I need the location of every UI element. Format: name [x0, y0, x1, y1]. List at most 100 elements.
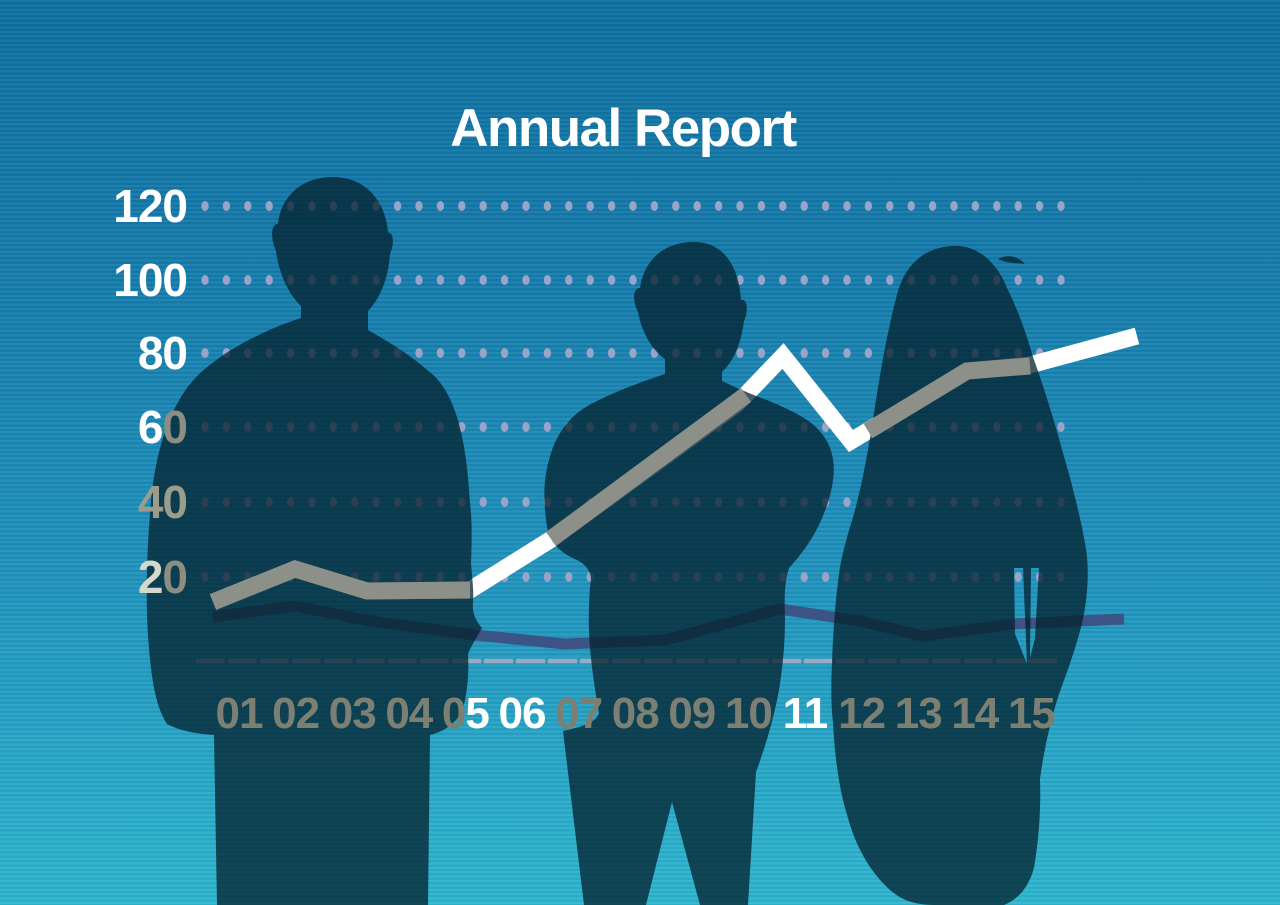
gridline-dot	[864, 348, 873, 358]
gridline-dot	[436, 348, 445, 358]
gridline-dot	[522, 201, 530, 211]
gridline-dot	[607, 275, 616, 285]
gridline-dot	[757, 275, 766, 285]
y-axis-label: 120	[113, 180, 187, 232]
gridline-dot	[522, 422, 530, 432]
gridline-dot	[479, 348, 487, 358]
gridline-dot	[800, 201, 808, 211]
gridline-dot	[415, 275, 423, 285]
gridline-dot	[436, 201, 445, 211]
gridline-dot	[757, 201, 766, 211]
x-axis-label: 10	[725, 689, 772, 738]
gridline-dot	[607, 201, 616, 211]
gridline-dot	[672, 201, 680, 211]
gridline-dot	[500, 497, 509, 507]
gridline-dot	[500, 422, 509, 432]
y-axis-label: 80	[138, 327, 187, 379]
gridline-dot	[500, 275, 509, 285]
silhouette-woman-right	[831, 246, 1088, 905]
series-white-line-covered-segment	[209, 559, 471, 610]
gridline-dot	[821, 572, 830, 582]
gridline-dot	[950, 201, 958, 211]
gridline-dot	[821, 201, 830, 211]
gridline-dot	[1014, 275, 1022, 285]
x-axis-label: 06	[499, 689, 546, 738]
gridline-dot	[843, 275, 851, 285]
gridline-dot	[201, 348, 209, 358]
gridline-dot	[244, 275, 252, 285]
gridline-dot	[864, 275, 873, 285]
gridline-dot	[393, 201, 402, 211]
x-axis-label: 12	[838, 689, 885, 738]
gridline-dot	[886, 201, 894, 211]
gridline-dot	[479, 422, 487, 432]
x-axis-label: 05	[442, 689, 489, 738]
gridline-dot	[393, 275, 402, 285]
gridline-dot	[714, 201, 723, 211]
gridline-dot	[993, 201, 1001, 211]
gridline-dot	[458, 348, 466, 358]
people-silhouettes	[146, 177, 1088, 905]
gridline-dot	[500, 201, 509, 211]
gridline-dot	[629, 348, 637, 358]
x-axis-label: 04	[385, 689, 433, 738]
gridline-dot	[543, 422, 552, 432]
y-axis-label: 100	[113, 254, 187, 306]
x-axis-label: 14	[951, 689, 999, 738]
gridline-dot	[800, 275, 808, 285]
series-white-line-covered-segment	[545, 388, 752, 546]
gridline-dot	[693, 201, 701, 211]
gridline-dot	[522, 497, 530, 507]
x-axis-label: 15	[1008, 689, 1055, 738]
gridline-dot	[458, 275, 466, 285]
gridline-dot	[843, 348, 851, 358]
x-axis-label: 02	[272, 689, 319, 738]
x-axis-label: 08	[612, 689, 659, 738]
gridline-dot	[821, 348, 830, 358]
gridline-dot	[650, 201, 659, 211]
gridline-dot	[201, 275, 209, 285]
x-axis-label: 13	[895, 689, 942, 738]
gridline-dot	[1057, 275, 1065, 285]
gridline-dot	[415, 201, 423, 211]
gridline-dot	[586, 201, 594, 211]
gridline-dot	[821, 275, 830, 285]
gridline-dot	[522, 572, 530, 582]
gridline-dot	[479, 201, 487, 211]
x-axis-label: 07	[555, 689, 602, 738]
gridline-dot	[586, 275, 594, 285]
gridline-dot	[1035, 275, 1044, 285]
gridline-dot	[757, 348, 766, 358]
gridline-dot	[565, 201, 573, 211]
silhouette-man-middle	[544, 242, 834, 905]
gridline-dot	[458, 201, 466, 211]
gridline-dot	[1057, 201, 1065, 211]
gridline-dot	[522, 348, 530, 358]
gridline-dot	[565, 572, 573, 582]
gridline-dot	[586, 348, 594, 358]
y-axis-label: 20	[138, 551, 187, 603]
silhouette-man-left	[146, 177, 482, 905]
gridline-dot	[565, 275, 573, 285]
gridline-dot	[629, 275, 637, 285]
x-axis-label: 01	[216, 689, 263, 738]
gridline-dot	[843, 497, 851, 507]
gridline-dot	[1014, 572, 1022, 582]
gridline-dot	[201, 201, 209, 211]
gridline-dot	[265, 275, 273, 285]
gridline-dot	[1014, 201, 1022, 211]
gridline-dot	[736, 201, 744, 211]
gridline-dot	[415, 348, 423, 358]
gridline-dot	[436, 275, 445, 285]
gridline-dot	[565, 348, 573, 358]
gridline-dot	[607, 348, 616, 358]
page-title: Annual Report	[450, 99, 796, 158]
gridline-dot	[543, 348, 552, 358]
gridline-dot	[800, 572, 808, 582]
x-axis-label: 09	[668, 689, 715, 738]
series-white-line-covered-segment	[863, 357, 1031, 439]
x-axis-label: 03	[329, 689, 376, 738]
gridline-dot	[779, 275, 787, 285]
gridline-dot	[629, 201, 637, 211]
